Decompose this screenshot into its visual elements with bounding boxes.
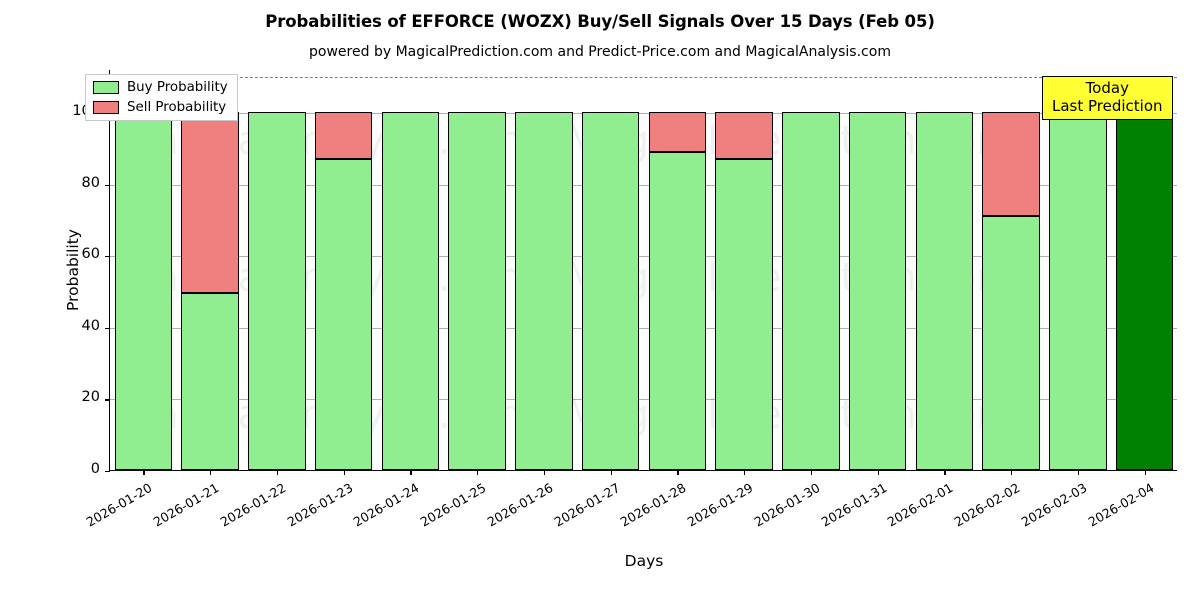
y-tick-label: 80	[81, 174, 100, 191]
bar-group[interactable]	[248, 69, 306, 470]
bar-group[interactable]	[581, 69, 640, 470]
chart-subtitle: powered by MagicalPrediction.com and Pre…	[309, 44, 891, 60]
bar-segment-today[interactable]	[1115, 111, 1174, 470]
gridline	[110, 256, 1177, 258]
bar-segment-buy[interactable]	[448, 111, 506, 470]
y-tick-mark	[105, 327, 110, 329]
bar-group[interactable]	[782, 69, 840, 470]
today-annotation: Today Last Prediction	[1042, 76, 1173, 121]
today-annotation-line1: Today	[1085, 79, 1129, 97]
bar-segment-buy[interactable]	[314, 158, 373, 470]
bar-group[interactable]	[515, 69, 573, 470]
bar-segment-buy[interactable]	[715, 158, 773, 470]
today-annotation-line2: Last Prediction	[1052, 96, 1163, 115]
y-tick-label: 0	[90, 461, 100, 477]
bar-group[interactable]	[381, 69, 440, 470]
y-tick-mark	[105, 471, 110, 473]
x-tick-mark	[744, 470, 746, 475]
x-tick-mark	[343, 470, 345, 475]
x-tick-mark	[543, 470, 546, 475]
bar-segment-buy[interactable]	[1049, 111, 1107, 470]
reference-dashed-line	[110, 77, 1177, 79]
bar-segment-buy[interactable]	[982, 215, 1040, 470]
y-axis-label: Probability	[63, 229, 82, 311]
bar-group[interactable]	[648, 69, 707, 470]
y-tick-mark	[105, 399, 110, 401]
bar-segment-buy[interactable]	[381, 111, 440, 470]
gridline	[110, 112, 1177, 114]
bar-segment-sell[interactable]	[314, 111, 373, 159]
x-tick-mark	[677, 470, 679, 475]
legend-item-sell: Sell Probability	[93, 100, 228, 115]
x-tick-mark	[944, 470, 946, 475]
x-tick-mark	[410, 470, 412, 475]
x-tick-mark	[1144, 470, 1146, 475]
bar-segment-buy[interactable]	[248, 111, 306, 470]
bar-segment-buy[interactable]	[848, 111, 907, 470]
chart-legend: Buy Probability Sell Probability	[85, 74, 238, 121]
x-tick-mark	[276, 470, 279, 475]
bar-group[interactable]	[1049, 69, 1107, 470]
bar-segment-buy[interactable]	[515, 111, 573, 470]
legend-swatch-buy	[93, 81, 119, 94]
bar-segment-buy[interactable]	[915, 111, 974, 470]
x-tick-mark	[1077, 470, 1080, 475]
x-tick-mark	[143, 470, 145, 475]
y-tick-mark	[105, 256, 110, 258]
bar-segment-buy[interactable]	[581, 111, 640, 470]
x-tick-mark	[610, 470, 612, 475]
bar-segment-sell[interactable]	[181, 111, 239, 293]
legend-label-sell: Sell Probability	[127, 100, 227, 115]
legend-swatch-sell	[93, 101, 119, 114]
bar-group[interactable]	[915, 69, 974, 470]
bar-group[interactable]	[982, 69, 1040, 470]
bar-group[interactable]	[448, 69, 506, 470]
gridline	[110, 184, 1177, 186]
x-tick-mark	[810, 470, 813, 475]
bar-segment-buy[interactable]	[181, 292, 239, 470]
bar-segment-buy[interactable]	[782, 111, 840, 470]
x-tick-mark	[1011, 470, 1013, 475]
bar-segment-buy[interactable]	[648, 152, 707, 470]
y-tick-label: 40	[81, 317, 100, 334]
y-tick-label: 20	[81, 389, 100, 406]
bar-group[interactable]	[114, 69, 173, 470]
gridline	[110, 399, 1177, 401]
bar-segment-sell[interactable]	[715, 111, 773, 159]
y-tick-mark	[105, 184, 110, 186]
bar-group[interactable]	[715, 69, 773, 470]
bar-segment-sell[interactable]	[648, 111, 707, 153]
bar-group[interactable]	[848, 69, 907, 470]
legend-item-buy: Buy Probability	[93, 80, 228, 95]
bar-group[interactable]	[314, 69, 373, 470]
x-tick-mark	[210, 470, 212, 475]
gridline	[110, 327, 1177, 329]
bar-segment-sell[interactable]	[982, 111, 1040, 216]
x-tick-mark	[877, 470, 879, 475]
page-title: Probabilities of EFFORCE (WOZX) Buy/Sell…	[265, 12, 935, 31]
bar-group[interactable]	[1115, 69, 1174, 470]
x-axis-label: Days	[624, 552, 664, 570]
bar-segment-buy[interactable]	[114, 111, 173, 470]
y-tick-label: 60	[81, 246, 100, 263]
legend-label-buy: Buy Probability	[127, 80, 228, 95]
bar-group[interactable]	[181, 69, 239, 470]
plot-area: Probability MagicalAnalysis.comMagicalPr…	[64, 69, 1177, 570]
x-tick-mark	[477, 470, 479, 475]
